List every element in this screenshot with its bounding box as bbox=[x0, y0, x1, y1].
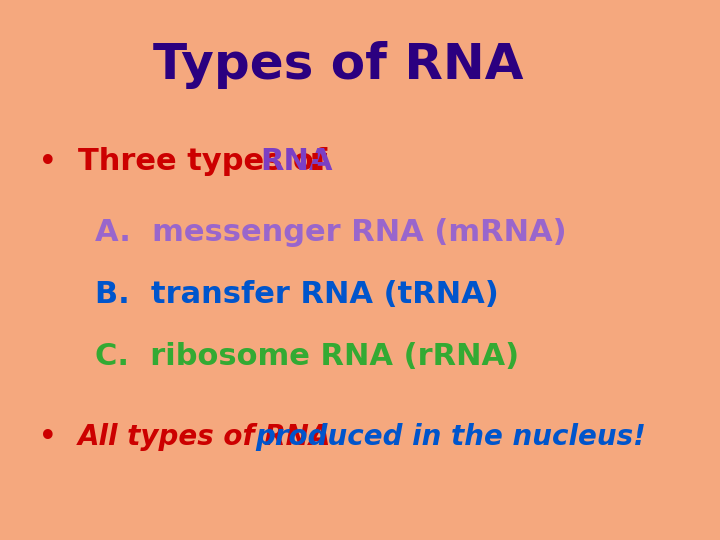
Text: •: • bbox=[37, 145, 57, 179]
Text: produced in the nucleus!: produced in the nucleus! bbox=[256, 423, 647, 451]
Text: :: : bbox=[309, 147, 321, 177]
Text: RNA: RNA bbox=[261, 147, 333, 177]
Text: Three types of: Three types of bbox=[78, 147, 338, 177]
Text: B.  transfer RNA (tRNA): B. transfer RNA (tRNA) bbox=[95, 280, 498, 309]
Text: C.  ribosome RNA (rRNA): C. ribosome RNA (rRNA) bbox=[95, 342, 519, 371]
Text: A.  messenger RNA (mRNA): A. messenger RNA (mRNA) bbox=[95, 218, 567, 247]
Text: Types of RNA: Types of RNA bbox=[153, 41, 523, 89]
Text: •: • bbox=[37, 421, 57, 454]
Text: All types of RNA: All types of RNA bbox=[78, 423, 331, 451]
